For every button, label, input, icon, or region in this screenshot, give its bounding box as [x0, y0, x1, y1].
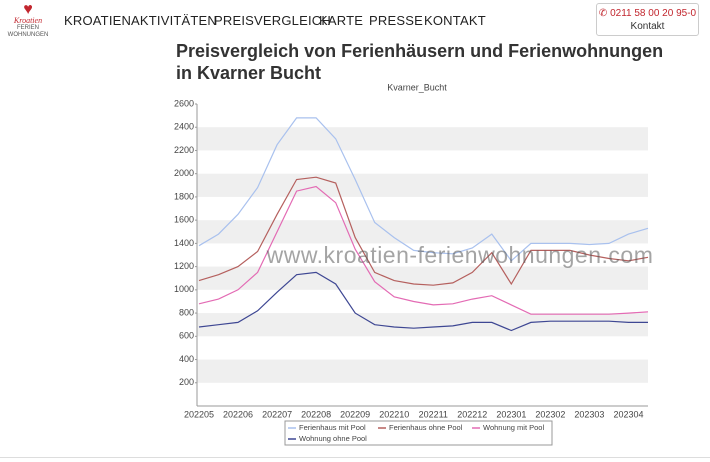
grid-band	[197, 173, 648, 197]
contact-label: Kontakt	[630, 21, 665, 32]
x-tick-label: 202304	[613, 409, 643, 419]
grid-band	[197, 313, 648, 337]
y-tick-label: 1600	[174, 215, 194, 225]
x-tick-label: 202206	[223, 409, 253, 419]
nav-link[interactable]: PRESSE	[369, 13, 423, 28]
y-tick-label: 200	[179, 377, 194, 387]
x-tick-label: 202301	[496, 409, 526, 419]
legend-label: Wohnung mit Pool	[483, 423, 544, 432]
x-tick-label: 202209	[340, 409, 370, 419]
grid-band	[197, 266, 648, 290]
y-tick-label: 2400	[174, 122, 194, 132]
y-tick-label: 1800	[174, 191, 194, 201]
legend-label: Wohnung ohne Pool	[299, 434, 367, 443]
legend-label: Ferienhaus ohne Pool	[389, 423, 463, 432]
logo-heart: ♥	[23, 1, 33, 18]
page-title: Preisvergleich von Ferienhäusern und Fer…	[176, 41, 664, 83]
y-tick-label: 800	[179, 307, 194, 317]
x-tick-label: 202205	[184, 409, 214, 419]
phone: 0211 58 00 20 95-0	[610, 8, 697, 19]
y-tick-label: 400	[179, 354, 194, 364]
x-tick-label: 202302	[535, 409, 565, 419]
grid-band	[197, 220, 648, 244]
logo-line: FERIEN	[16, 25, 39, 31]
series-line	[198, 185, 649, 315]
grid-band	[197, 127, 648, 151]
x-tick-label: 202208	[301, 409, 331, 419]
nav-link[interactable]: KONTAKT	[424, 13, 486, 28]
contact-phone: ✆ 0211 58 00 20 95-0	[598, 8, 697, 19]
nav-link[interactable]: PREISVERGLEICH	[214, 13, 331, 28]
x-tick-label: 202207	[262, 409, 292, 419]
logo-line: WOHNUNGEN	[7, 32, 49, 38]
nav-link[interactable]: KROATIEN	[64, 13, 132, 28]
contact-button[interactable]: ✆ 0211 58 00 20 95-0 Kontakt	[596, 3, 699, 36]
y-tick-label: 2200	[174, 145, 194, 155]
x-tick-label: 202211	[419, 409, 448, 419]
nav-link[interactable]: KARTE	[319, 13, 364, 28]
x-tick-label: 202212	[457, 409, 487, 419]
y-tick-label: 1400	[174, 238, 194, 248]
logo[interactable]: ♥ Kroatien FERIEN WOHNUNGEN	[6, 1, 50, 39]
nav-link[interactable]: AKTIVITÄTEN	[131, 13, 217, 28]
y-tick-label: 1000	[174, 284, 194, 294]
x-tick-label: 202303	[574, 409, 604, 419]
footer-line	[0, 457, 710, 458]
y-tick-label: 2000	[174, 168, 194, 178]
series-line	[198, 176, 649, 286]
y-tick-label: 600	[179, 331, 194, 341]
y-tick-label: 1200	[174, 261, 194, 271]
legend-label: Ferienhaus mit Pool	[299, 423, 366, 432]
x-tick-label: 202210	[379, 409, 409, 419]
logo-name: Kroatien	[13, 16, 43, 25]
series-line	[198, 117, 649, 262]
series-line	[198, 271, 648, 332]
chart-title: Kvarner_Bucht	[387, 82, 447, 92]
y-tick-label: 2600	[174, 98, 194, 108]
watermark: www.kroatien-ferienwohnungen.com	[266, 242, 654, 268]
legend-box	[284, 420, 553, 446]
grid-band	[197, 359, 648, 383]
